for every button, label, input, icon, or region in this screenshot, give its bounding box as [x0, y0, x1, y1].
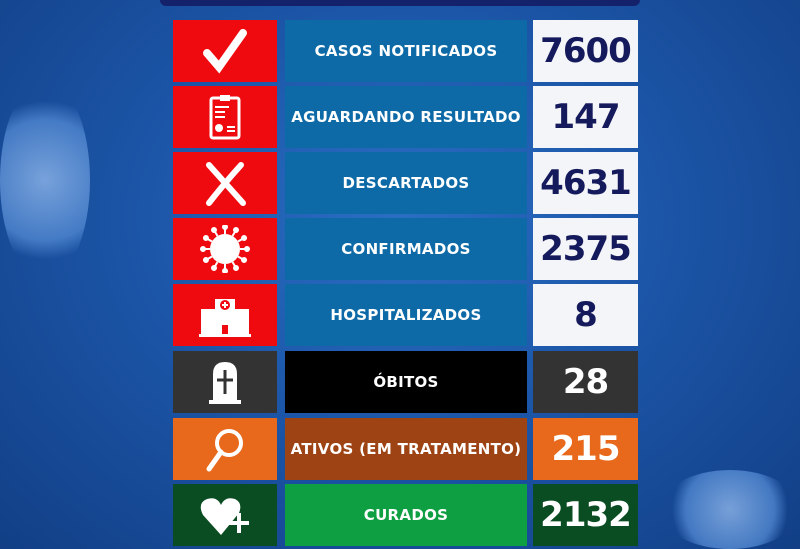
stat-row-aguardando-resultado: AGUARDANDO RESULTADO 147 [173, 86, 638, 148]
stat-value: 4631 [533, 152, 638, 214]
tombstone-icon [173, 351, 277, 413]
stat-value: 2375 [533, 218, 638, 280]
stat-label: HOSPITALIZADOS [285, 284, 527, 346]
stat-value: 215 [533, 418, 638, 480]
stat-value: 28 [533, 351, 638, 413]
heart-plus-icon [173, 484, 277, 546]
stat-label: CASOS NOTIFICADOS [285, 20, 527, 82]
magnifier-icon [173, 418, 277, 480]
stat-row-hospitalizados: HOSPITALIZADOS 8 [173, 284, 638, 346]
stat-row-casos-notificados: CASOS NOTIFICADOS 7600 [173, 20, 638, 82]
stat-row-curados: CURADOS 2132 [173, 484, 638, 546]
check-icon [173, 20, 277, 82]
stat-label: CONFIRMADOS [285, 218, 527, 280]
x-mark-icon [173, 152, 277, 214]
stat-value: 147 [533, 86, 638, 148]
virus-icon [173, 218, 277, 280]
stat-row-óbitos: ÓBITOS 28 [173, 351, 638, 413]
stat-label: ÓBITOS [285, 351, 527, 413]
virus-illustration-right [660, 470, 800, 549]
hospital-icon [173, 284, 277, 346]
virus-illustration-left [0, 80, 90, 280]
clipboard-report-icon [173, 86, 277, 148]
stat-row-confirmados: CONFIRMADOS 2375 [173, 218, 638, 280]
stat-row-descartados: DESCARTADOS 4631 [173, 152, 638, 214]
stat-label: AGUARDANDO RESULTADO [285, 86, 527, 148]
stat-value: 8 [533, 284, 638, 346]
stat-label: DESCARTADOS [285, 152, 527, 214]
stat-value: 2132 [533, 484, 638, 546]
header-bar [160, 0, 640, 6]
stat-label: CURADOS [285, 484, 527, 546]
stat-row-ativos-em-tratamento: ATIVOS (EM TRATAMENTO) 215 [173, 418, 638, 480]
stat-value: 7600 [533, 20, 638, 82]
stat-label: ATIVOS (EM TRATAMENTO) [285, 418, 527, 480]
